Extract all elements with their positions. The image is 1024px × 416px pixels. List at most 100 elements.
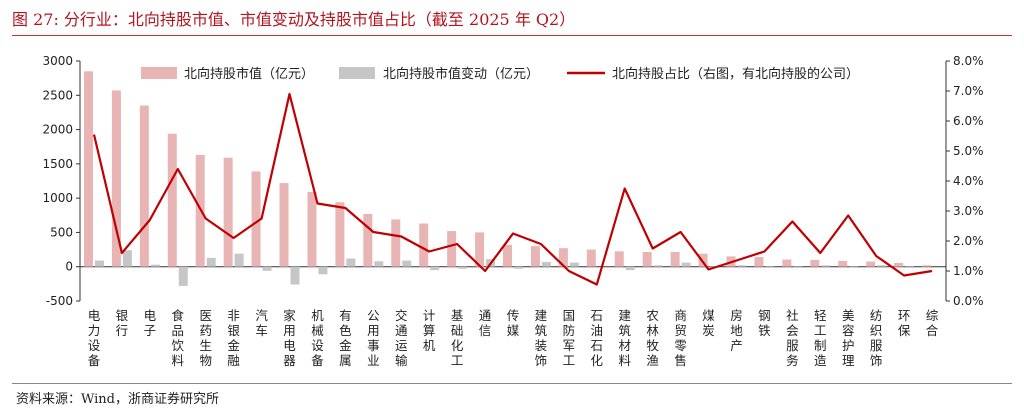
left-tick-label: 1500 [42, 157, 73, 171]
bar-market-value [866, 261, 876, 267]
bar-market-value-change [262, 266, 272, 271]
category-label: 交通运输 [395, 308, 408, 368]
right-tick-label: 3.0% [953, 204, 984, 218]
bar-market-value-change [514, 266, 523, 269]
left-tick-label: 0 [65, 260, 73, 274]
right-tick-label: 1.0% [953, 264, 984, 278]
bar-market-value-change [737, 265, 747, 267]
right-tick-label: 4.0% [953, 174, 984, 188]
bar-market-value [810, 259, 820, 267]
title-rule [12, 35, 1012, 36]
category-label: 食品饮料 [172, 308, 185, 368]
right-tick-label: 7.0% [953, 84, 984, 98]
bar-market-value [838, 260, 848, 267]
bar-market-value [223, 157, 233, 267]
bar-market-value [503, 244, 512, 267]
bar-market-value [391, 219, 401, 267]
right-tick-label: 6.0% [953, 114, 984, 128]
left-tick-label: 1000 [42, 191, 73, 205]
bar-market-value-change [821, 265, 831, 267]
right-tick-label: 5.0% [953, 144, 984, 158]
category-label: 石油石化 [591, 308, 604, 368]
bar-market-value [614, 251, 624, 267]
bar-market-value [558, 248, 568, 267]
bar-market-value-change [849, 266, 859, 267]
category-label: 非银金融 [227, 308, 240, 368]
category-label: 电力设备 [88, 308, 101, 368]
bar-market-value [279, 183, 289, 267]
category-label: 传媒 [507, 308, 520, 338]
bar-market-value-change [374, 261, 384, 267]
bar-market-value [475, 232, 485, 267]
bar-market-value-change [765, 266, 775, 267]
category-label: 纺织服饰 [870, 308, 883, 368]
category-label: 社会服务 [786, 308, 799, 368]
left-tick-label: 3000 [42, 54, 73, 68]
category-label: 环保 [898, 308, 911, 338]
bar-market-value [586, 249, 596, 267]
bar-market-value-change [94, 260, 104, 267]
bar-market-value [139, 105, 149, 267]
bar-market-value [335, 202, 345, 267]
bar-market-value-change [681, 262, 691, 267]
category-label: 煤炭 [702, 308, 715, 338]
bar-market-value [782, 259, 792, 267]
left-tick-label: -500 [46, 294, 73, 308]
bar-market-value-change [653, 265, 663, 267]
category-label: 家用电器 [283, 308, 296, 368]
bar-market-value-change [402, 260, 412, 267]
bar-market-value-change [346, 258, 356, 267]
category-label: 通信 [479, 308, 492, 338]
bar-market-value-change [877, 265, 887, 267]
line-holding-ratio [92, 92, 933, 286]
figure-title: 图 27: 分行业：北向持股市值、市值变动及持股市值占比（截至 2025 年 Q… [12, 10, 576, 29]
bar-market-value-change [625, 266, 635, 271]
bar-market-value-change [430, 266, 440, 271]
bar-market-value-change [122, 250, 132, 267]
category-label: 建筑装饰 [535, 308, 548, 368]
category-label: 基础化工 [451, 308, 464, 368]
bar-market-value-change [318, 266, 328, 275]
bar-market-value-change [793, 266, 803, 267]
bar-market-value [363, 213, 373, 267]
category-label: 计算机 [423, 308, 436, 353]
bar-market-value [754, 257, 764, 267]
category-label: 汽车 [255, 308, 268, 338]
right-tick-label: 8.0% [953, 54, 984, 68]
bar-market-value-change [905, 266, 915, 267]
left-tick-label: 2000 [42, 123, 73, 137]
category-label: 机械设备 [311, 308, 324, 368]
category-label: 国防军工 [563, 308, 576, 368]
bar-market-value-change [709, 266, 719, 267]
bar-market-value [922, 265, 932, 267]
bar-market-value [642, 251, 652, 267]
bottom-rule [12, 383, 1012, 384]
legend-label-market-value-change: 北向持股市值变动（亿元） [383, 66, 539, 82]
bar-market-value [530, 246, 540, 267]
category-label: 建筑材料 [618, 308, 631, 368]
bar-market-value [111, 90, 121, 267]
bar-market-value [447, 231, 457, 267]
category-label: 综合 [926, 308, 939, 338]
bar-market-value [670, 251, 680, 267]
bar-market-value [83, 71, 93, 267]
bar-market-value-change [541, 261, 551, 267]
bar-market-value-change [458, 266, 468, 269]
category-label: 美容护理 [842, 308, 855, 368]
legend-label-holding-ratio: 北向持股占比（右图，有北向持股的公司） [612, 66, 859, 82]
bar-market-value-change [234, 253, 244, 267]
bar-market-value-change [290, 266, 300, 285]
bar-market-value-change [150, 264, 160, 267]
bar-market-value-change [206, 257, 216, 267]
bar-market-value [251, 171, 261, 267]
right-tick-label: 2.0% [953, 234, 984, 248]
category-label: 农林牧渔 [646, 308, 659, 368]
bar-market-value [167, 133, 177, 267]
left-tick-label: 500 [50, 225, 73, 239]
category-label: 房地产 [730, 308, 743, 353]
bar-market-value-change [178, 266, 188, 286]
bar-market-value-change [569, 262, 579, 267]
category-label: 电子 [144, 308, 157, 338]
bar-market-value [419, 223, 429, 267]
